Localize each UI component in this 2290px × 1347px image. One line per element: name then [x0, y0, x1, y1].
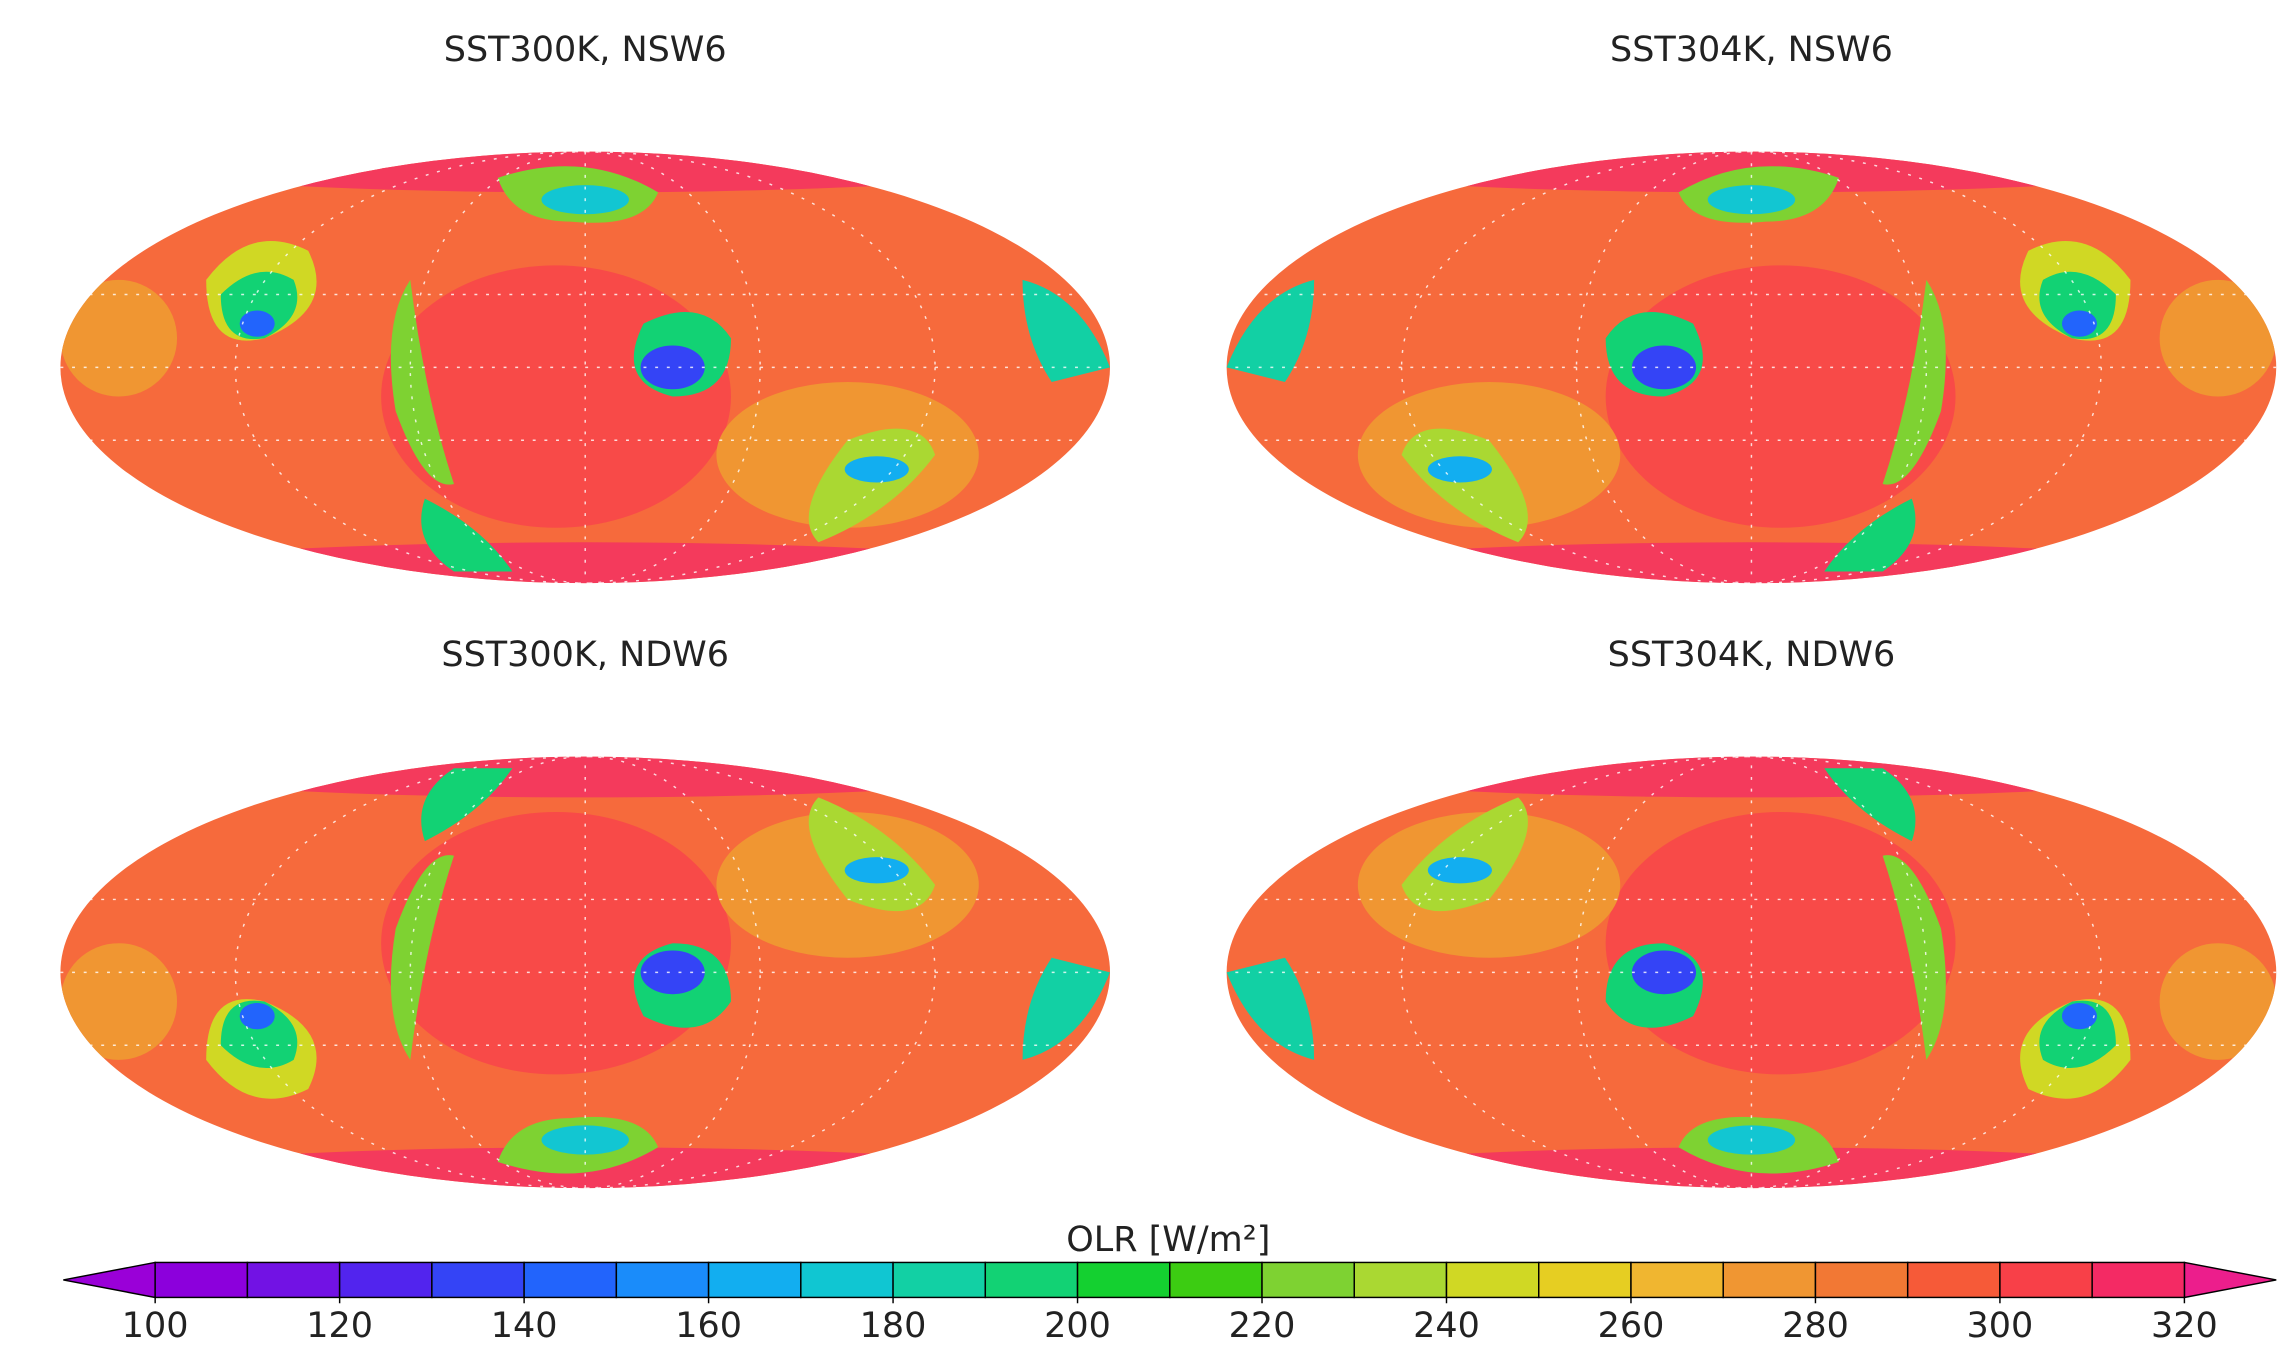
colorbar-bin [616, 1262, 708, 1297]
colorbar-bin [1354, 1262, 1446, 1297]
colorbar-bin [155, 1262, 247, 1297]
colorbar-bin [524, 1262, 616, 1297]
colorbar-under [63, 1262, 155, 1297]
colorbar-bin [247, 1262, 339, 1297]
panel-title: SST300K, NDW6 [441, 635, 729, 675]
panel-title: SST300K, NSW6 [444, 30, 727, 70]
tick-label: 280 [1782, 1306, 1849, 1346]
colorbar-bin [1078, 1262, 1170, 1297]
map-panel [31, 105, 1139, 630]
colorbar-bin [1262, 1262, 1354, 1297]
panel-title: SST304K, NDW6 [1608, 635, 1896, 675]
colorbar-bin [340, 1262, 432, 1297]
colorbar-bin [432, 1262, 524, 1297]
tick-label: 240 [1413, 1306, 1480, 1346]
figure: SST300K, NSW6 SST304K, NSW6 SST300K, NDW… [0, 0, 2290, 1347]
tick-label: 320 [2151, 1306, 2218, 1346]
colorbar: 100 120 140 160 180 200 220 240 260 280 300 320 [63, 1262, 2276, 1345]
tick-label: 220 [1229, 1306, 1296, 1346]
tick-label: 160 [675, 1306, 742, 1346]
tick-label: 300 [1967, 1306, 2034, 1346]
colorbar-bin [1723, 1262, 1815, 1297]
tick-label: 100 [122, 1306, 189, 1346]
colorbar-bin [1170, 1262, 1262, 1297]
colorbar-bin [985, 1262, 1077, 1297]
colorbar-bin [1446, 1262, 1538, 1297]
colorbar-bin [709, 1262, 801, 1297]
map-panel [1197, 710, 2290, 1235]
tick-label: 260 [1598, 1306, 1665, 1346]
panel-title: SST304K, NSW6 [1610, 30, 1893, 70]
colorbar-bin [1539, 1262, 1631, 1297]
colorbar-over [2184, 1262, 2276, 1297]
colorbar-bin [1631, 1262, 1723, 1297]
map-panel [31, 710, 1139, 1235]
tick-label: 120 [306, 1306, 373, 1346]
colorbar-bin [1815, 1262, 1907, 1297]
colorbar-bin [1908, 1262, 2000, 1297]
colorbar-label: OLR [W/m²] [1066, 1220, 1270, 1260]
tick-label: 180 [860, 1306, 927, 1346]
tick-label: 200 [1044, 1306, 1111, 1346]
tick-label: 140 [491, 1306, 558, 1346]
colorbar-bin [893, 1262, 985, 1297]
page: {"panels":[{"title":"SST300K, NSW6"},{"t… [0, 0, 2290, 1347]
colorbar-bin [2000, 1262, 2092, 1297]
map-panel [1197, 105, 2290, 630]
colorbar-bin [2092, 1262, 2184, 1297]
colorbar-bin [801, 1262, 893, 1297]
